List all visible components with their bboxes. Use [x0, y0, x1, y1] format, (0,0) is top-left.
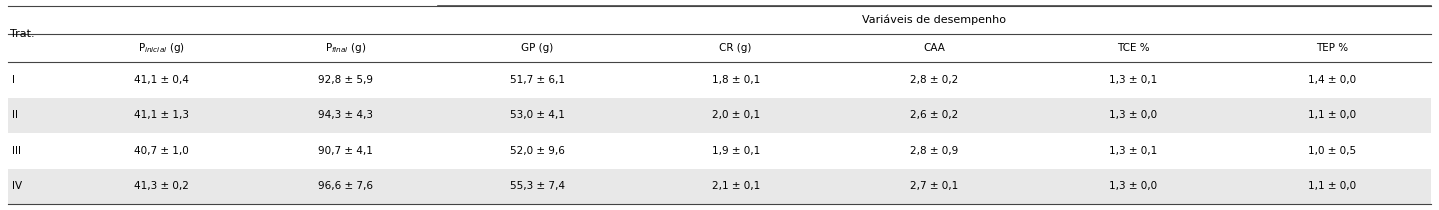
Text: Trat.: Trat. — [10, 29, 35, 39]
Text: 1,3 ± 0,0: 1,3 ± 0,0 — [1109, 181, 1157, 191]
Text: 1,3 ± 0,1: 1,3 ± 0,1 — [1109, 146, 1157, 156]
Text: GP (g): GP (g) — [521, 43, 553, 53]
Text: 1,0 ± 0,5: 1,0 ± 0,5 — [1308, 146, 1356, 156]
Text: III: III — [12, 146, 22, 156]
Text: 2,6 ± 0,2: 2,6 ± 0,2 — [911, 110, 958, 120]
Text: 51,7 ± 6,1: 51,7 ± 6,1 — [509, 75, 564, 85]
Text: 2,0 ± 0,1: 2,0 ± 0,1 — [712, 110, 760, 120]
Text: Variáveis de desempenho: Variáveis de desempenho — [862, 15, 1006, 25]
Text: 41,1 ± 1,3: 41,1 ± 1,3 — [134, 110, 189, 120]
Text: 2,1 ± 0,1: 2,1 ± 0,1 — [711, 181, 760, 191]
Text: 2,8 ± 0,2: 2,8 ± 0,2 — [911, 75, 958, 85]
Text: II: II — [12, 110, 19, 120]
Text: 92,8 ± 5,9: 92,8 ± 5,9 — [318, 75, 373, 85]
Text: 96,6 ± 7,6: 96,6 ± 7,6 — [318, 181, 373, 191]
Text: IV: IV — [12, 181, 22, 191]
Text: CAA: CAA — [924, 43, 945, 53]
Text: 40,7 ± 1,0: 40,7 ± 1,0 — [134, 146, 189, 156]
Text: 1,3 ± 0,1: 1,3 ± 0,1 — [1109, 75, 1157, 85]
Text: 52,0 ± 9,6: 52,0 ± 9,6 — [509, 146, 564, 156]
Text: 41,1 ± 0,4: 41,1 ± 0,4 — [134, 75, 189, 85]
Text: 41,3 ± 0,2: 41,3 ± 0,2 — [134, 181, 189, 191]
Text: 1,1 ± 0,0: 1,1 ± 0,0 — [1308, 110, 1356, 120]
Text: 94,3 ± 4,3: 94,3 ± 4,3 — [318, 110, 373, 120]
Bar — [9, 97, 1430, 133]
Text: 1,3 ± 0,0: 1,3 ± 0,0 — [1109, 110, 1157, 120]
Text: P$_{inicial}$ (g): P$_{inicial}$ (g) — [138, 41, 184, 55]
Bar — [9, 168, 1430, 204]
Text: CR (g): CR (g) — [720, 43, 751, 53]
Text: TEP %: TEP % — [1315, 43, 1348, 53]
Text: 1,9 ± 0,1: 1,9 ± 0,1 — [711, 146, 760, 156]
Text: 1,1 ± 0,0: 1,1 ± 0,0 — [1308, 181, 1356, 191]
Text: TCE %: TCE % — [1117, 43, 1150, 53]
Text: 2,8 ± 0,9: 2,8 ± 0,9 — [911, 146, 958, 156]
Text: 90,7 ± 4,1: 90,7 ± 4,1 — [318, 146, 373, 156]
Text: 1,8 ± 0,1: 1,8 ± 0,1 — [711, 75, 760, 85]
Text: 55,3 ± 7,4: 55,3 ± 7,4 — [509, 181, 564, 191]
Text: I: I — [12, 75, 14, 85]
Text: P$_{final}$ (g): P$_{final}$ (g) — [325, 41, 367, 55]
Text: 53,0 ± 4,1: 53,0 ± 4,1 — [509, 110, 564, 120]
Text: 2,7 ± 0,1: 2,7 ± 0,1 — [911, 181, 958, 191]
Text: 1,4 ± 0,0: 1,4 ± 0,0 — [1308, 75, 1356, 85]
